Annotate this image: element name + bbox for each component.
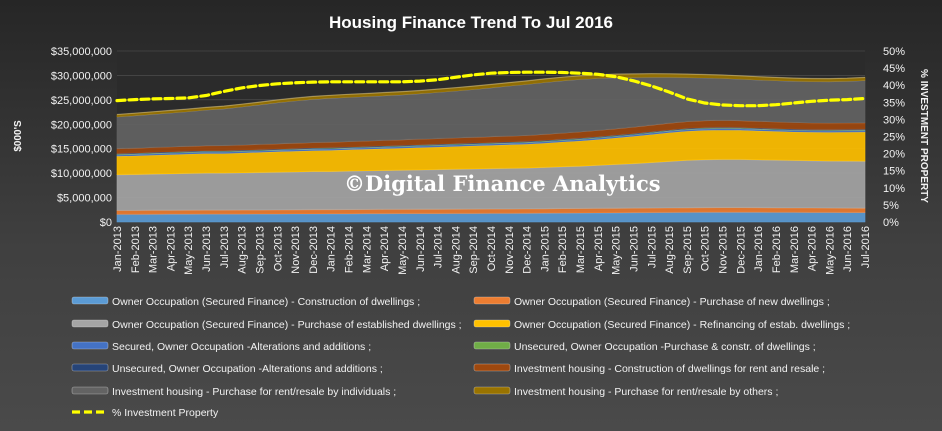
area-edge-investment-housing-purchase-for-rent-resale-by-others <box>116 73 866 116</box>
legend-swatch <box>71 296 109 305</box>
x-tick-label: Jun-2014 <box>415 226 427 272</box>
x-tick-label: Mar-2013 <box>148 226 160 273</box>
y2-tick-label: 30% <box>883 114 905 126</box>
legend-swatch <box>473 296 511 305</box>
x-tick-label: Nov-2013 <box>290 226 302 274</box>
y2-tick-label: 35% <box>883 97 905 109</box>
y-tick-label: $25,000,000 <box>51 95 112 107</box>
y-tick-label: $10,000,000 <box>51 168 112 180</box>
x-tick-label: Apr-2015 <box>593 226 605 271</box>
legend-swatch <box>71 386 109 395</box>
line-series-group <box>115 70 867 108</box>
x-tick-label: Aug-2015 <box>664 226 676 274</box>
y-axis-label: $000'S <box>13 120 24 152</box>
x-tick-label: Jan-2015 <box>539 226 551 272</box>
x-tick-label: Aug-2014 <box>450 226 462 274</box>
x-tick-label: May-2013 <box>183 226 195 275</box>
x-tick-label: Sep-2014 <box>468 226 480 274</box>
x-tick-label: Apr-2016 <box>807 226 819 271</box>
area-series-group <box>116 73 866 223</box>
y2-axis-label: % INVESTMENT PROPERTY <box>918 69 929 203</box>
legend: Owner Occupation (Secured Finance) - Con… <box>71 296 850 419</box>
x-tick-label: Aug-2013 <box>237 226 249 274</box>
x-tick-label: Jun-2013 <box>201 226 213 272</box>
area-investment-housing-purchase-for-rent-resale-by-others <box>116 73 866 118</box>
legend-label: Investment housing - Purchase for rent/r… <box>514 386 778 398</box>
y-tick-label: $30,000,000 <box>51 70 112 82</box>
legend-swatch <box>473 363 511 372</box>
legend-label: Unsecured, Owner Occupation -Purchase & … <box>514 341 816 353</box>
y2-tick-label: 50% <box>883 46 905 58</box>
x-tick-label: Nov-2014 <box>504 226 516 274</box>
x-tick-label: Feb-2014 <box>344 226 356 273</box>
legend-label: Unsecured, Owner Occupation -Alterations… <box>112 363 383 375</box>
legend-label: Owner Occupation (Secured Finance) - Ref… <box>514 319 850 331</box>
x-tick-label: Nov-2015 <box>718 226 730 274</box>
x-tick-label: Mar-2015 <box>575 226 587 273</box>
y2-axis-ticks: 0% 5% 10% 15% 20% 25% 30% 35% 40% 45% 50% <box>883 46 905 229</box>
watermark: ©Digital Finance Analytics <box>344 171 661 196</box>
legend-label: Owner Occupation (Secured Finance) - Pur… <box>514 296 830 308</box>
y-tick-label: $35,000,000 <box>51 46 112 58</box>
x-tick-label: Jun-2016 <box>842 226 854 272</box>
x-tick-label: Apr-2014 <box>379 226 391 271</box>
x-tick-label: Jul-2014 <box>433 226 445 268</box>
x-tick-label: Oct-2014 <box>486 226 498 271</box>
x-tick-label: Feb-2015 <box>557 226 569 273</box>
y2-tick-label: 10% <box>883 183 905 195</box>
line-investment-property <box>115 70 867 108</box>
legend-label: Investment housing - Construction of dwe… <box>514 363 825 375</box>
y-tick-label: $5,000,000 <box>57 193 112 205</box>
legend-swatch <box>71 319 109 328</box>
y-tick-label: $15,000,000 <box>51 144 112 156</box>
x-tick-label: Oct-2013 <box>272 226 284 271</box>
y2-tick-label: 15% <box>883 166 905 178</box>
legend-label: Owner Occupation (Secured Finance) - Pur… <box>112 319 462 331</box>
x-tick-label: Jul-2016 <box>860 226 872 268</box>
x-tick-label: Apr-2013 <box>165 226 177 271</box>
x-tick-label: May-2014 <box>397 226 409 275</box>
x-axis-ticks: Jan-2013 Feb-2013 Mar-2013 Apr-2013 May-2013… <box>112 226 872 275</box>
x-tick-label: Feb-2013 <box>130 226 142 273</box>
x-tick-label: Dec-2015 <box>735 226 747 274</box>
legend-label: Investment housing - Purchase for rent/r… <box>112 386 396 398</box>
x-tick-label: Oct-2015 <box>700 226 712 271</box>
chart-title: Housing Finance Trend To Jul 2016 <box>329 13 613 32</box>
x-tick-label: May-2016 <box>824 226 836 275</box>
x-tick-label: Mar-2016 <box>789 226 801 273</box>
x-tick-label: Jan-2016 <box>753 226 765 272</box>
legend-label: Owner Occupation (Secured Finance) - Con… <box>112 296 420 308</box>
x-tick-label: May-2015 <box>611 226 623 275</box>
legend-label: Secured, Owner Occupation -Alterations a… <box>112 341 371 353</box>
y-tick-label: $20,000,000 <box>51 119 112 131</box>
legend-swatch <box>473 386 511 395</box>
legend-swatch <box>473 319 511 328</box>
x-tick-label: Jul-2015 <box>646 226 658 268</box>
legend-swatch <box>473 341 511 350</box>
y2-tick-label: 20% <box>883 149 905 161</box>
y-axis-ticks: $0 $5,000,000 $10,000,000 $15,000,000 $20,00… <box>51 46 112 229</box>
legend-label: % Investment Property <box>112 407 219 419</box>
x-tick-label: Dec-2013 <box>308 226 320 274</box>
y2-tick-label: 5% <box>883 200 899 212</box>
x-tick-label: Dec-2014 <box>522 226 534 274</box>
y2-tick-label: 40% <box>883 80 905 92</box>
y2-tick-label: 0% <box>883 217 899 229</box>
y2-tick-label: 25% <box>883 132 905 144</box>
x-tick-label: Sep-2013 <box>255 226 267 274</box>
x-tick-label: Jan-2014 <box>326 226 338 272</box>
legend-swatch <box>71 341 109 350</box>
x-tick-label: Jun-2015 <box>629 226 641 272</box>
x-tick-label: Jul-2013 <box>219 226 231 268</box>
x-tick-label: Feb-2016 <box>771 226 783 273</box>
y2-tick-label: 45% <box>883 63 905 75</box>
x-tick-label: Sep-2015 <box>682 226 694 274</box>
x-tick-label: Jan-2013 <box>112 226 124 272</box>
y-tick-label: $0 <box>100 217 112 229</box>
legend-swatch <box>71 363 109 372</box>
x-tick-label: Mar-2014 <box>361 226 373 273</box>
